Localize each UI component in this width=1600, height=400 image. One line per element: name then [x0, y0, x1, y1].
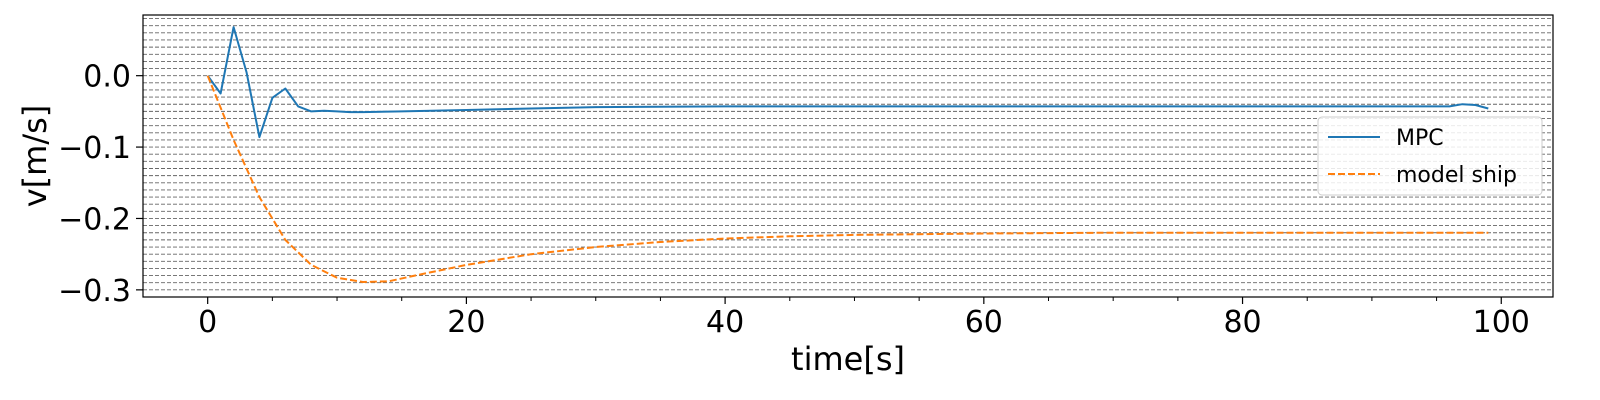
series-lines — [206, 26, 1489, 283]
x-tick-label: 0 — [198, 305, 217, 340]
legend-label: model ship — [1396, 163, 1517, 188]
y-tick-label: −0.1 — [58, 131, 131, 166]
y-axis: 0.0 −0.1 −0.2 −0.3 — [58, 60, 143, 309]
y-tick-label: 0.0 — [83, 60, 131, 95]
x-tick-label: 40 — [706, 305, 744, 340]
legend-label: MPC — [1396, 126, 1444, 151]
x-axis: 0 20 40 60 80 100 — [198, 297, 1530, 340]
x-tick-label: 60 — [965, 305, 1003, 340]
legend: MPC model ship — [1317, 116, 1543, 196]
y-axis-label: v[m/s] — [16, 105, 54, 208]
x-tick-label: 100 — [1473, 305, 1530, 340]
plot-frame — [142, 14, 1554, 298]
y-tick-label: −0.2 — [58, 202, 131, 237]
series-line-mpc — [206, 26, 1489, 139]
x-axis-label: time[s] — [791, 340, 905, 378]
x-tick-label: 80 — [1223, 305, 1261, 340]
y-tick-label: −0.3 — [58, 274, 131, 309]
series-line-model-ship — [206, 75, 1489, 283]
x-tick-label: 20 — [447, 305, 485, 340]
